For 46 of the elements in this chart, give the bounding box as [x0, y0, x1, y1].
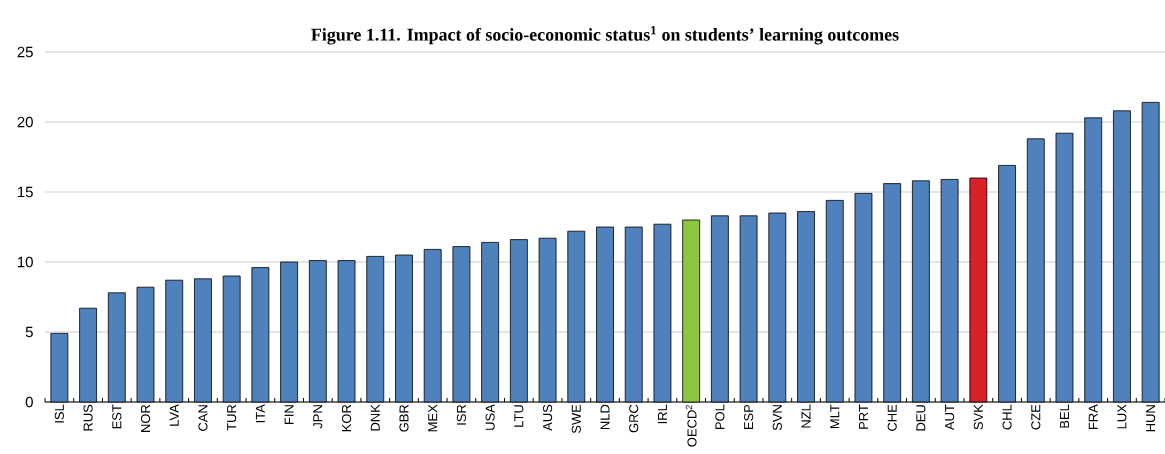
x-tick-label: NLD: [600, 404, 610, 430]
x-tick-label: EST: [112, 404, 122, 429]
x-tick-label: USA: [485, 404, 495, 430]
x-tick-label: DEU: [916, 405, 926, 431]
x-tick-label: SVK: [973, 404, 983, 430]
x-tick-label: LTU: [514, 405, 524, 427]
x-tick-label: DNK: [370, 404, 380, 431]
x-tick-label: BEL: [1060, 404, 1069, 428]
y-tick-label: 25: [17, 46, 33, 58]
y-tick-label: 0: [25, 396, 33, 408]
x-tick-label: FRA: [1088, 404, 1098, 430]
x-tick-label: MLT: [830, 404, 840, 429]
x-tick-label: OECD$^{2}$: [685, 405, 697, 447]
x-tick-label: HUN: [1146, 405, 1156, 432]
x-tick-label: LUX: [1117, 404, 1127, 429]
x-tick-label: CAN: [198, 405, 208, 431]
chart-title: Figure 1.11. Impact of socio-economic status$^{1}$ on students’ learning outcomes: [311, 26, 899, 45]
x-tick-label: CHL: [1002, 404, 1012, 430]
x-tick-label: SVN: [772, 405, 782, 431]
x-tick-label: POL: [715, 404, 725, 430]
x-tick-label: LVA: [169, 404, 179, 426]
y-tick-label: 20: [17, 116, 33, 128]
x-tick-label: CHE: [887, 404, 897, 431]
x-tick-label: NOR: [140, 404, 151, 432]
x-tick-label: CZE: [1031, 404, 1041, 430]
x-tick-label: ISL: [54, 404, 64, 423]
x-tick-label: IRL: [657, 404, 667, 424]
x-tick-label: ITA: [255, 404, 265, 423]
x-tick-label: RUS: [83, 404, 93, 431]
x-tick-label: JPN: [313, 405, 323, 429]
x-tick-label: MEX: [428, 404, 438, 432]
x-tick-label: NZL: [801, 404, 811, 428]
x-tick-label: GBR: [399, 404, 409, 432]
x-tick-label: GRC: [629, 404, 639, 433]
x-tick-label: SWE: [571, 404, 581, 434]
y-tick-label: 15: [18, 186, 33, 198]
x-tick-label: ISR: [456, 404, 466, 425]
x-tick-label: PRT: [859, 404, 868, 429]
x-tick-label: TUR: [227, 404, 237, 431]
y-tick-label: 10: [18, 256, 33, 268]
x-tick-label: AUT: [945, 404, 955, 431]
x-tick-label: ESP: [744, 404, 754, 430]
x-tick-label: KOR: [341, 404, 352, 432]
x-tick-label: FIN: [284, 405, 294, 424]
x-tick-label: AUS: [542, 404, 553, 431]
y-tick-label: 5: [25, 326, 33, 338]
